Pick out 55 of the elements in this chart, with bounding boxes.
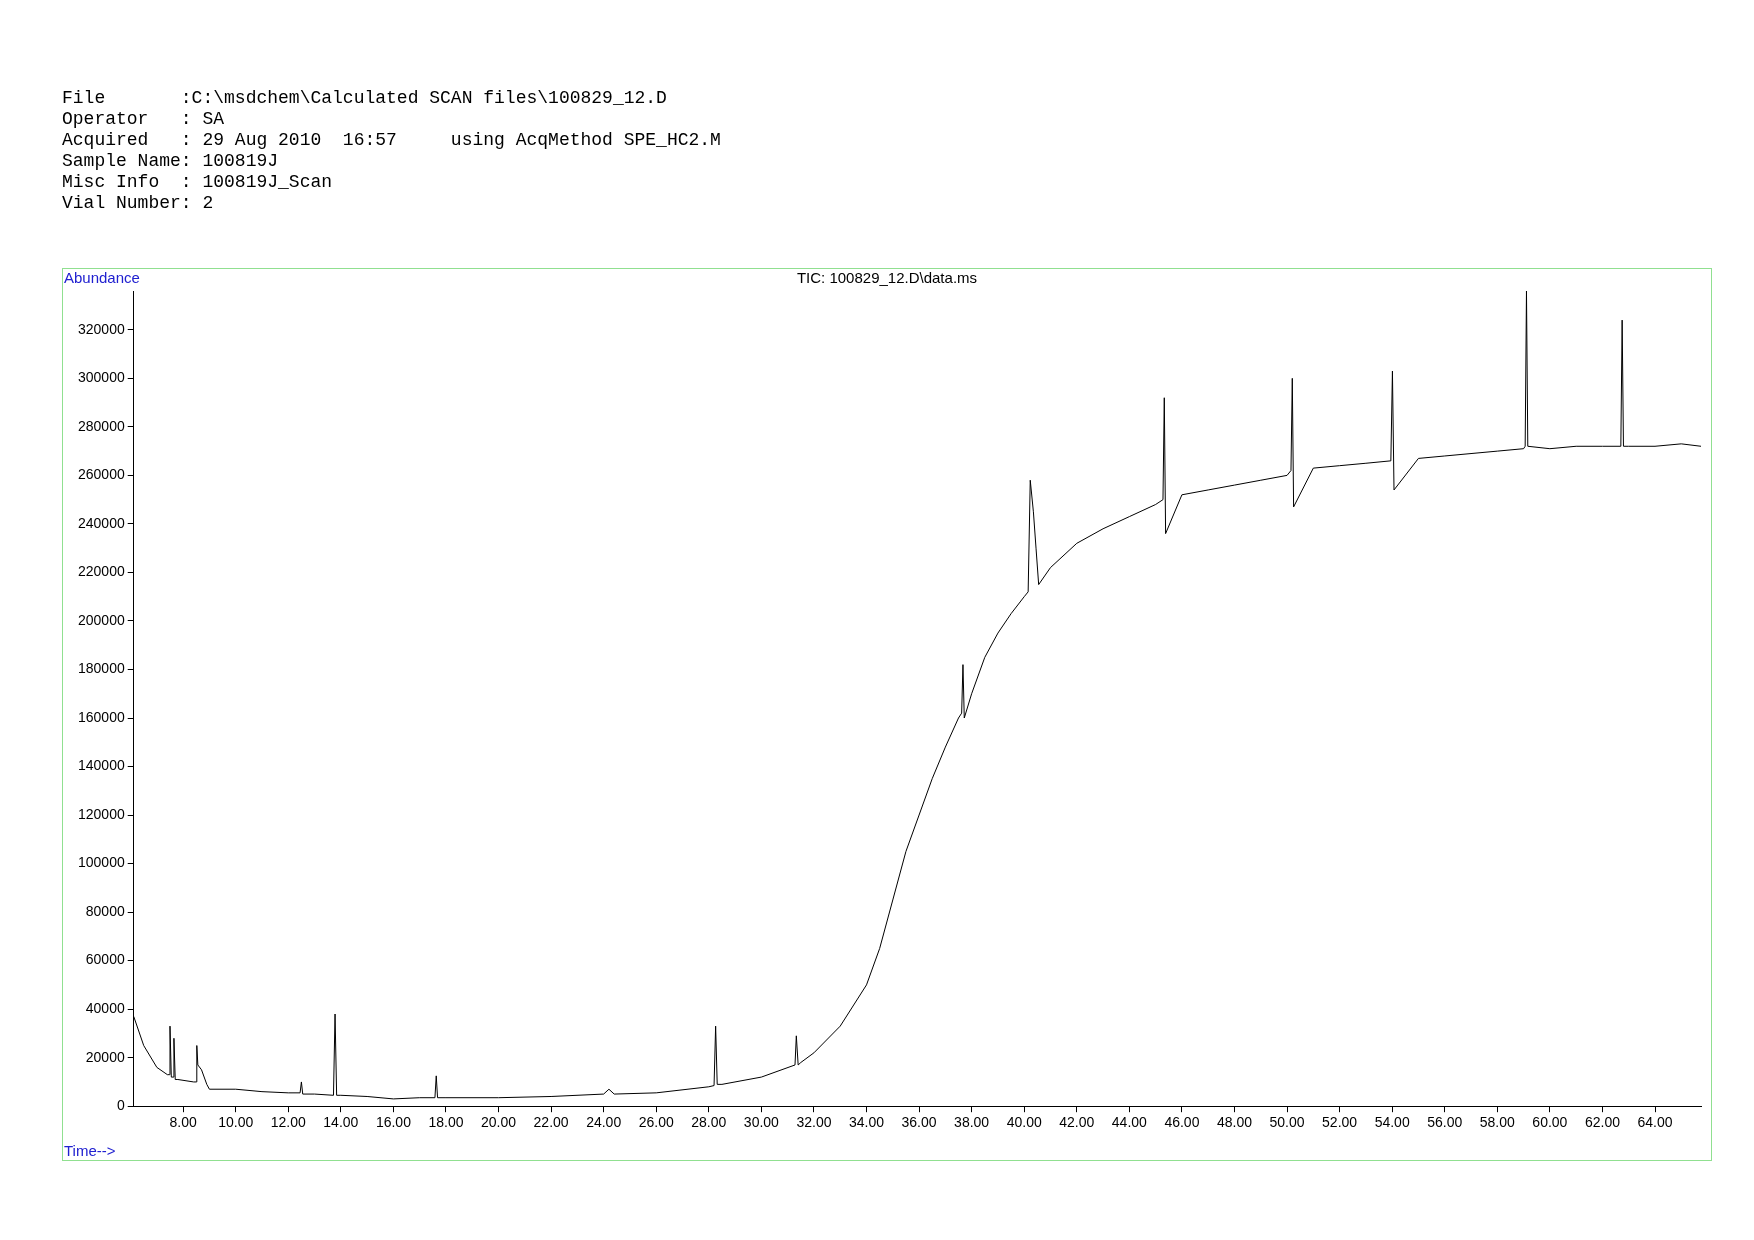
x-tick-label: 62.00	[1584, 1114, 1621, 1131]
x-axis-title: Time-->	[64, 1142, 116, 1159]
x-tick-label: 8.00	[169, 1114, 197, 1131]
y-tick-label: 40000	[85, 1000, 125, 1017]
text: File :C:\msdchem\Calculated SCAN files\100829_12.D	[62, 88, 668, 109]
x-tick-label: 24.00	[586, 1114, 622, 1131]
x-tick-label: 48.00	[1216, 1114, 1253, 1131]
text: Misc Info : 100819J_Scan	[62, 172, 334, 193]
x-tick-label: 34.00	[848, 1114, 885, 1131]
x-tick-label: 40.00	[1006, 1114, 1042, 1131]
y-tick-label: 320000	[78, 320, 125, 337]
y-tick-label: 200000	[78, 611, 125, 628]
x-tick-label: 30.00	[743, 1114, 780, 1131]
x-tick-label: 50.00	[1269, 1114, 1305, 1131]
y-tick-label: 280000	[78, 417, 125, 434]
x-tick-label: 26.00	[638, 1114, 674, 1131]
y-tick-label: 300000	[78, 369, 125, 386]
chart-title: TIC: 100829_12.D\data.ms	[796, 269, 978, 286]
x-tick-label: 18.00	[428, 1114, 464, 1131]
x-tick-label: 10.00	[218, 1114, 254, 1131]
y-tick-label: 80000	[85, 902, 125, 919]
x-tick-label: 32.00	[796, 1114, 832, 1131]
y-tick-label: 180000	[78, 660, 125, 677]
y-tick-label: 160000	[78, 708, 125, 725]
x-tick-label: 16.00	[375, 1114, 412, 1131]
x-tick-label: 64.00	[1637, 1114, 1673, 1131]
x-tick-label: 36.00	[901, 1114, 937, 1131]
x-tick-label: 56.00	[1427, 1114, 1463, 1131]
x-tick-label: 54.00	[1374, 1114, 1410, 1131]
y-tick-label: 100000	[78, 854, 125, 871]
x-tick-label: 46.00	[1164, 1114, 1200, 1131]
x-tick-label: 58.00	[1479, 1114, 1516, 1131]
text: Vial Number: 2	[62, 193, 215, 214]
y-tick-label: 60000	[85, 951, 125, 968]
y-tick-label: 20000	[85, 1048, 125, 1065]
y-tick-label: 0	[116, 1097, 125, 1114]
y-tick-label: 220000	[78, 563, 125, 580]
x-tick-label: 28.00	[691, 1114, 727, 1131]
x-tick-label: 20.00	[481, 1114, 517, 1131]
y-tick-label: 140000	[78, 757, 125, 774]
y-tick-label: 240000	[78, 514, 125, 531]
x-tick-label: 22.00	[533, 1114, 569, 1131]
y-tick-label: 260000	[78, 466, 125, 483]
x-tick-label: 38.00	[954, 1114, 990, 1131]
y-tick-label: 120000	[78, 805, 125, 822]
x-tick-label: 44.00	[1111, 1114, 1148, 1131]
text: Sample Name: 100819J	[62, 151, 280, 172]
x-tick-label: 14.00	[323, 1114, 359, 1131]
x-tick-label: 60.00	[1532, 1114, 1568, 1131]
x-tick-label: 52.00	[1322, 1114, 1358, 1131]
x-tick-label: 12.00	[270, 1114, 306, 1131]
text: Operator : SA	[62, 109, 226, 130]
x-tick-label: 42.00	[1059, 1114, 1095, 1131]
text: Acquired : 29 Aug 2010 16:57 using AcqMethod SPE_HC2.M	[62, 130, 721, 151]
y-axis-title: Abundance	[64, 269, 140, 286]
